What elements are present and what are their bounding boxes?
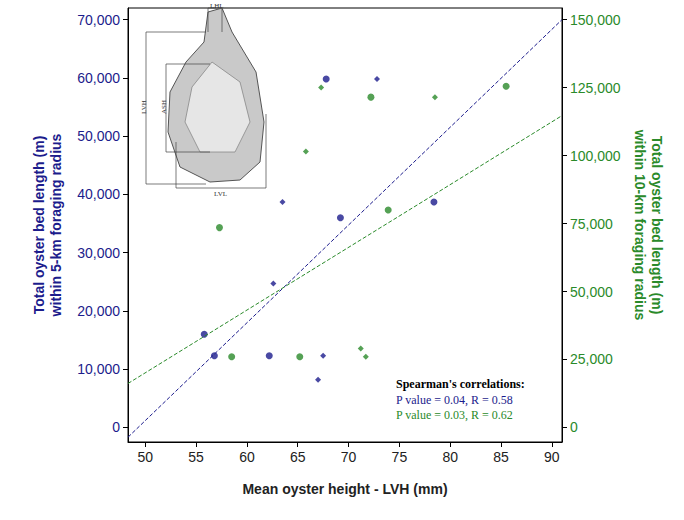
svg-text:LVH: LVH bbox=[140, 100, 148, 114]
svg-text:60: 60 bbox=[239, 449, 255, 465]
svg-text:ASH: ASH bbox=[160, 100, 168, 114]
svg-text:0: 0 bbox=[112, 419, 120, 435]
svg-text:50,000: 50,000 bbox=[77, 128, 120, 144]
svg-text:75: 75 bbox=[392, 449, 408, 465]
svg-text:85: 85 bbox=[493, 449, 509, 465]
svg-text:P value = 0.04, R = 0.58: P value = 0.04, R = 0.58 bbox=[396, 393, 513, 407]
svg-text:LVL: LVL bbox=[214, 190, 227, 198]
svg-text:Spearman's correlations:: Spearman's correlations: bbox=[396, 377, 525, 391]
svg-text:30,000: 30,000 bbox=[77, 245, 120, 261]
svg-text:90: 90 bbox=[544, 449, 560, 465]
svg-text:75,000: 75,000 bbox=[570, 216, 613, 232]
svg-text:within 5-km foraging radius: within 5-km foraging radius bbox=[48, 133, 64, 317]
svg-text:LHL: LHL bbox=[210, 2, 224, 10]
svg-text:Total oyster bed length (m): Total oyster bed length (m) bbox=[31, 136, 47, 315]
svg-text:40,000: 40,000 bbox=[77, 186, 120, 202]
svg-text:50,000: 50,000 bbox=[570, 284, 613, 300]
svg-text:60,000: 60,000 bbox=[77, 70, 120, 86]
svg-text:50: 50 bbox=[137, 449, 153, 465]
svg-text:125,000: 125,000 bbox=[570, 80, 621, 96]
svg-text:Total oyster bed length (m): Total oyster bed length (m) bbox=[649, 136, 665, 315]
svg-text:65: 65 bbox=[290, 449, 306, 465]
svg-text:within 10-km foraging radius: within 10-km foraging radius bbox=[632, 129, 648, 321]
svg-text:150,000: 150,000 bbox=[570, 12, 621, 28]
svg-text:20,000: 20,000 bbox=[77, 303, 120, 319]
svg-text:55: 55 bbox=[188, 449, 204, 465]
svg-text:70: 70 bbox=[341, 449, 357, 465]
svg-text:0: 0 bbox=[570, 419, 578, 435]
svg-text:80: 80 bbox=[442, 449, 458, 465]
svg-text:Mean oyster height - LVH (mm): Mean oyster height - LVH (mm) bbox=[242, 481, 447, 497]
svg-text:70,000: 70,000 bbox=[77, 12, 120, 28]
svg-text:25,000: 25,000 bbox=[570, 351, 613, 367]
svg-text:P value = 0.03, R = 0.62: P value = 0.03, R = 0.62 bbox=[396, 408, 513, 422]
svg-text:10,000: 10,000 bbox=[77, 361, 120, 377]
svg-text:100,000: 100,000 bbox=[570, 148, 621, 164]
